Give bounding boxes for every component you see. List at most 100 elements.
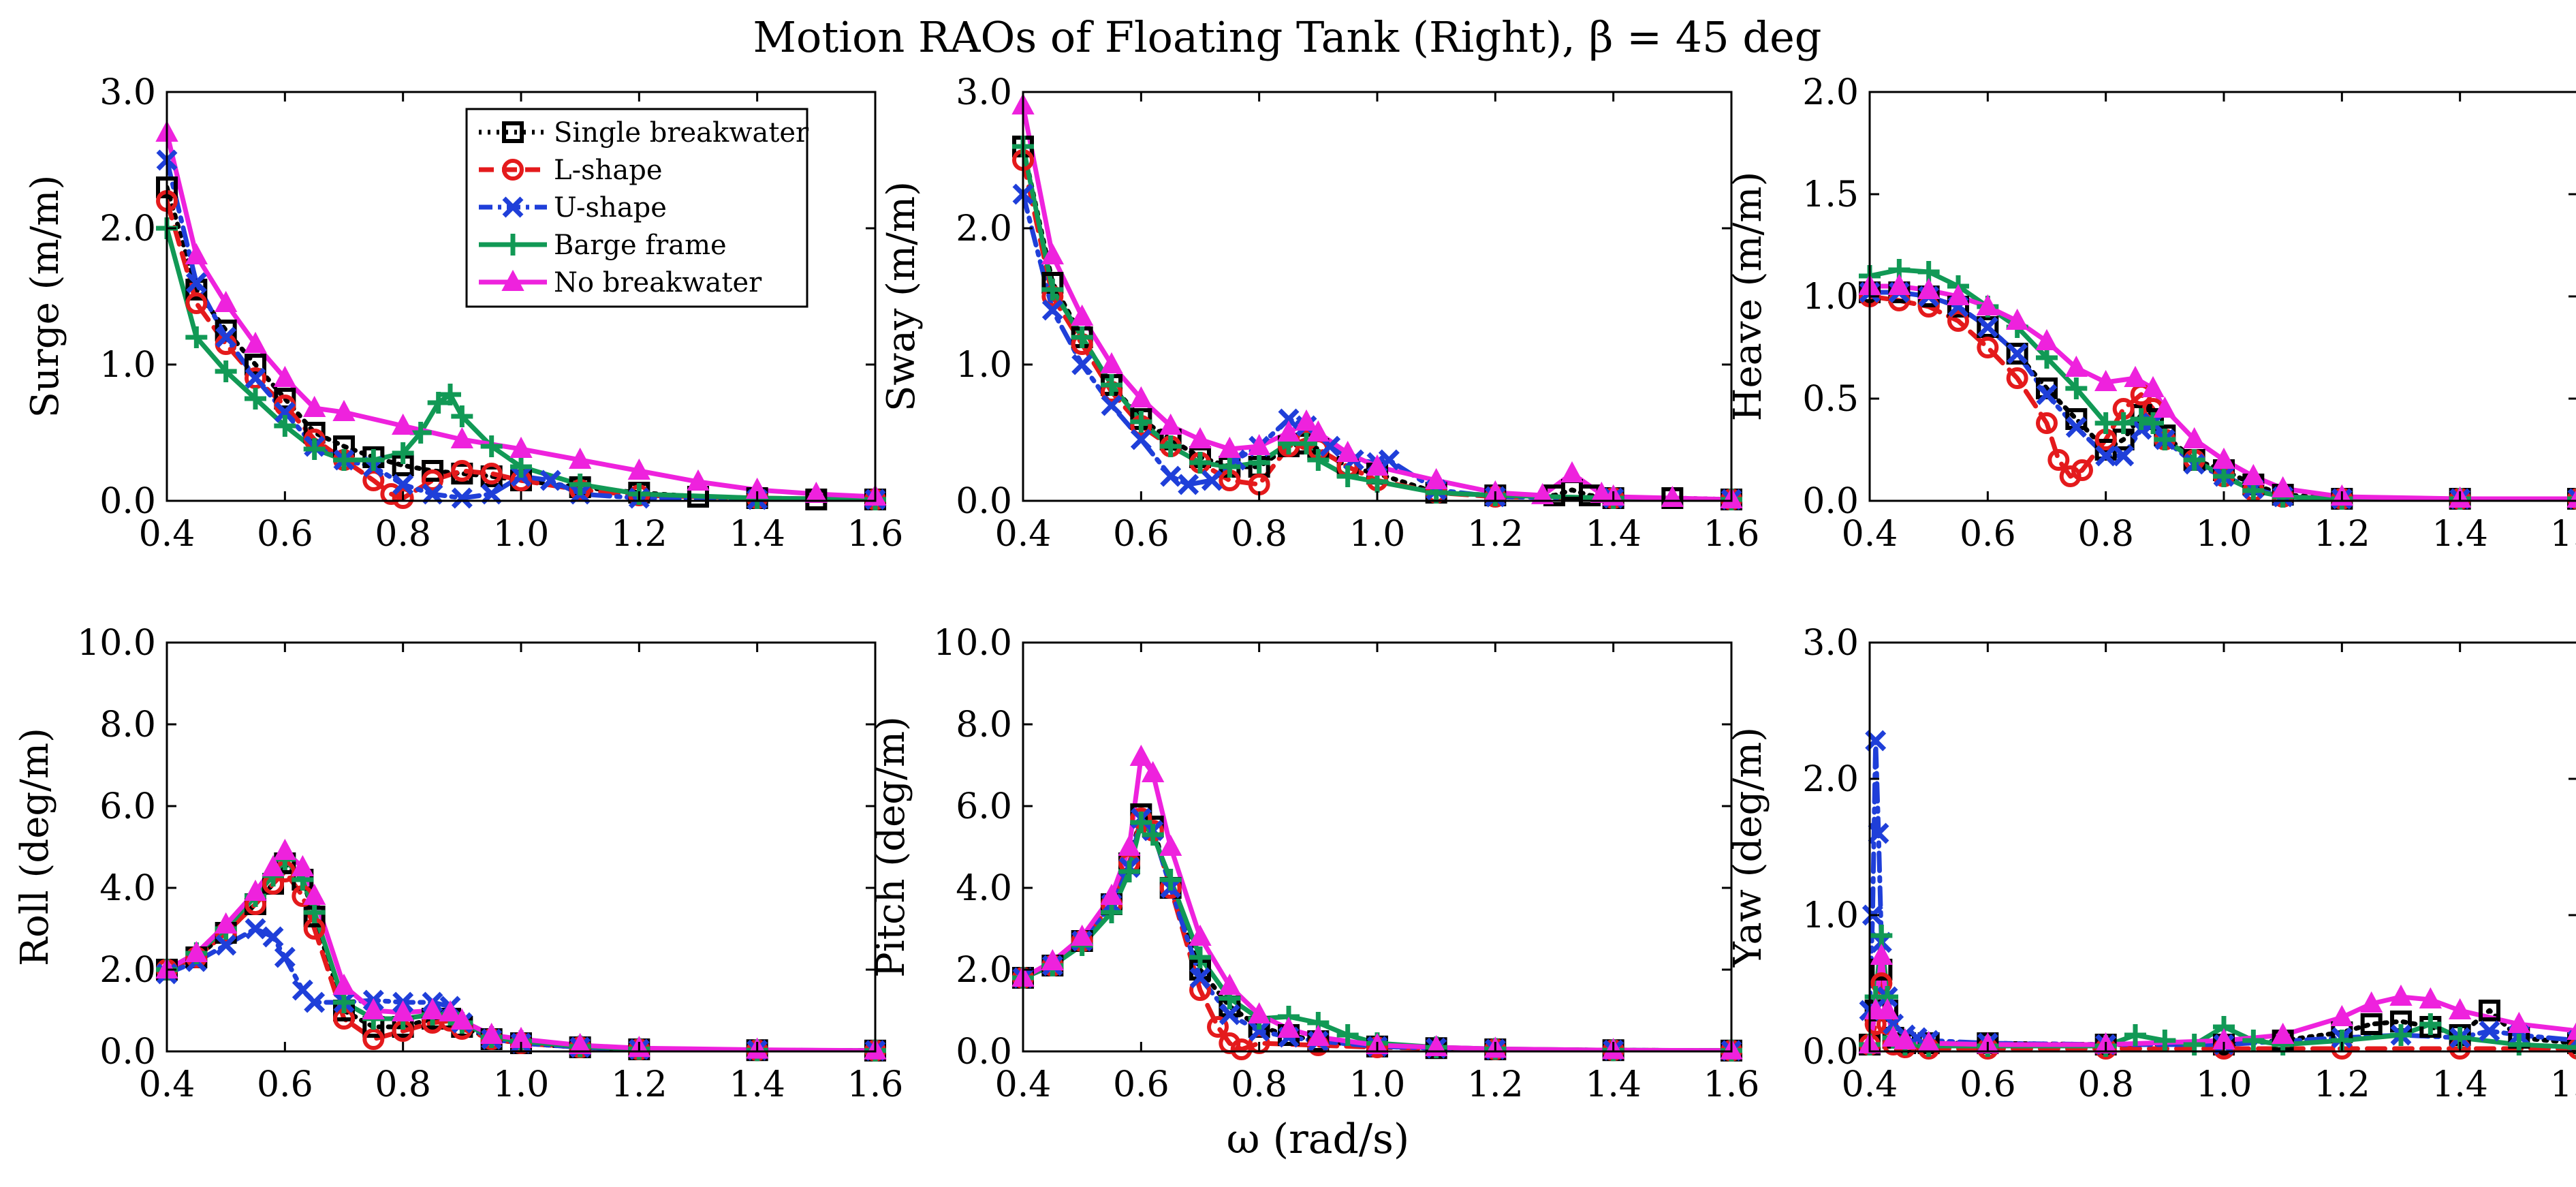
subplot-heave: 0.4 0.6 0.8 1.0 1.2 1.4 1.6 0.0 0.5 1.0 1.5 2.0 Heav… [1726, 72, 2576, 555]
data-point-barge [2154, 429, 2176, 450]
legend-marker-nobw [501, 269, 524, 291]
data-point-barge [439, 384, 461, 405]
data-point-nobw [2271, 476, 2295, 497]
data-point-nobw [1306, 1024, 1330, 1046]
data-point-nobw [1530, 482, 1554, 504]
data-point-single [2479, 1000, 2500, 1021]
data-point-barge [392, 442, 414, 464]
legend-entry-nobw: No breakwater [479, 267, 762, 298]
legend-marker-lshape [502, 159, 524, 181]
data-point-lshape [2036, 412, 2058, 434]
x-tick-label: 0.8 [375, 1064, 431, 1105]
data-point-nobw [2271, 1022, 2295, 1044]
data-point-barge [1336, 465, 1359, 487]
data-point-nobw [214, 912, 238, 934]
y-axis-label: Sway (m/m) [879, 181, 924, 412]
data-point-nobw [2035, 328, 2058, 350]
data-point-nobw [1100, 352, 1123, 373]
data-point-single [1977, 316, 1999, 338]
data-point-nobw [450, 427, 474, 448]
data-point-barge [2036, 347, 2058, 369]
data-point-nobw [214, 290, 238, 312]
data-point-nobw [185, 243, 208, 264]
subplot-pitch: 0.4 0.6 0.8 1.0 1.2 1.4 1.6 0.0 2.0 4.0 6.0 8.0 10.0… [869, 623, 1759, 1105]
x-tick-label: 0.4 [1842, 514, 1898, 555]
data-point-ushape [2036, 384, 2058, 405]
y-tick-label: 2.0 [1802, 72, 1859, 113]
data-point-lshape [1189, 979, 1211, 1001]
data-point-nobw [1894, 1028, 1917, 1049]
data-point-nobw [450, 1008, 474, 1030]
data-point-nobw [2141, 375, 2165, 397]
legend-entry-ushape: U-shape [479, 192, 667, 223]
x-tick-label: 1.2 [611, 514, 667, 555]
data-point-nobw [1100, 883, 1123, 905]
data-point-barge [510, 456, 532, 478]
data-point-nobw [1118, 834, 1141, 856]
y-tick-label: 0.0 [1802, 1032, 1859, 1073]
data-point-nobw [1870, 943, 1894, 965]
data-point-nobw [2330, 1004, 2354, 1026]
x-tick-label: 0.6 [1960, 514, 2016, 555]
data-point-ushape [185, 272, 207, 294]
data-point-barge [245, 388, 266, 410]
subplots: 0.4 0.6 0.8 1.0 1.2 1.4 1.6 0.0 1.0 2.0 3.0 Surge (… [13, 72, 2576, 1105]
y-axis-label: Roll (deg/m) [13, 728, 57, 966]
data-point-nobw [291, 854, 315, 876]
data-point-ushape [1248, 1020, 1270, 1042]
legend-marker-single [502, 121, 524, 143]
y-tick-label: 0.0 [99, 481, 156, 522]
y-tick-label: 1.0 [1802, 895, 1859, 936]
data-point-barge [1130, 812, 1152, 833]
y-tick-label: 2.0 [99, 209, 156, 249]
data-point-barge [2112, 412, 2135, 434]
x-tick-label: 0.8 [375, 514, 431, 555]
data-point-nobw [1189, 924, 1212, 946]
data-point-lshape [2071, 459, 2093, 481]
data-point-ushape [2007, 343, 2028, 365]
data-point-lshape [2006, 367, 2028, 389]
data-point-barge [2130, 408, 2152, 430]
data-point-ushape [245, 367, 266, 389]
data-point-nobw [2359, 991, 2383, 1013]
data-point-lshape [362, 1028, 385, 1050]
data-point-ushape [1101, 395, 1122, 416]
subplot-roll: 0.4 0.6 0.8 1.0 1.2 1.4 1.6 0.0 2.0 4.0 6.0 8.0 10.0… [13, 623, 903, 1105]
data-point-ushape [274, 946, 296, 968]
x-tick-label: 0.6 [257, 1064, 313, 1105]
data-point-barge [1071, 326, 1093, 348]
y-tick-label: 1.0 [99, 345, 156, 386]
data-point-ushape [1130, 429, 1152, 450]
data-point-ushape [1278, 408, 1300, 430]
data-point-lshape [2047, 449, 2070, 471]
data-point-nobw [273, 838, 297, 860]
data-point-nobw [1189, 427, 1212, 448]
data-point-ushape [392, 474, 414, 495]
x-tick-label: 0.6 [1113, 514, 1169, 555]
data-point-nobw [1041, 243, 1065, 264]
x-tick-label: 0.4 [139, 1064, 195, 1105]
data-point-ushape [1201, 469, 1223, 491]
series-line-single [167, 185, 875, 501]
x-tick-label: 1.0 [1349, 514, 1406, 555]
data-point-nobw [2448, 998, 2472, 1019]
data-point-nobw [687, 469, 710, 491]
y-tick-label: 4.0 [956, 868, 1012, 909]
data-point-ushape [1977, 316, 1998, 338]
x-tick-label: 1.6 [2550, 514, 2576, 555]
data-point-ushape [215, 326, 237, 348]
y-tick-label: 10.0 [933, 623, 1012, 664]
data-point-barge [1189, 452, 1211, 474]
y-tick-label: 0.5 [1802, 379, 1859, 420]
data-point-lshape [480, 463, 503, 484]
data-point-lshape [362, 469, 385, 491]
x-tick-label: 1.4 [729, 514, 785, 555]
data-point-lshape [422, 469, 443, 491]
data-point-ushape [262, 926, 284, 948]
data-point-ushape [1868, 822, 1889, 844]
x-tick-label: 0.8 [1231, 514, 1287, 555]
subplot-yaw: 0.4 0.6 0.8 1.0 1.2 1.4 1.6 0.0 1.0 2.0 3.0 Yaw (de… [1726, 623, 2576, 1105]
data-point-lshape [2059, 465, 2082, 487]
